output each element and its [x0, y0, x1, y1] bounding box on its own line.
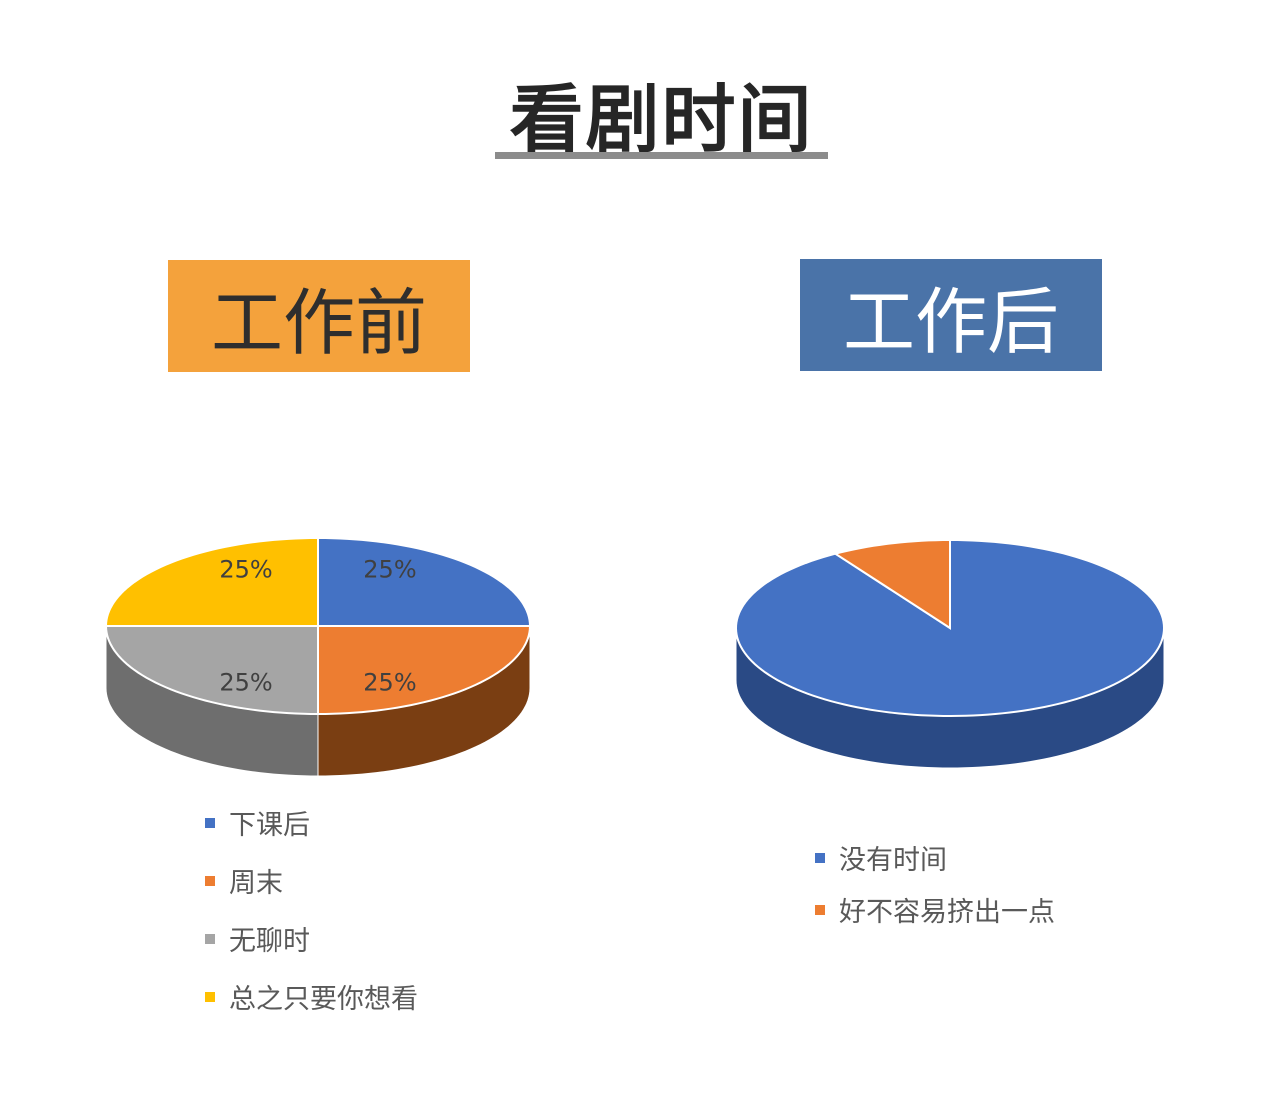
chart-title-before-work: 工作前 [168, 260, 470, 372]
legend-label: 无聊时 [229, 926, 310, 957]
data-label: 25% [219, 555, 272, 583]
legend-swatch [815, 852, 825, 863]
legend-swatch [205, 933, 215, 944]
pie-slice-1-1 [832, 538, 951, 630]
pie-slice-0-2 [104, 625, 319, 716]
legend-label: 好不容易挤出一点 [839, 897, 1055, 928]
legend-item: 下课后 [205, 803, 310, 842]
title-underline [495, 152, 828, 159]
legend-label: 没有时间 [839, 845, 947, 876]
legend-swatch [205, 875, 215, 886]
legend-item: 好不容易挤出一点 [815, 890, 1055, 929]
data-label: 25% [363, 669, 416, 697]
data-label: 25% [219, 669, 272, 697]
legend-swatch [205, 991, 215, 1002]
pie-slice-0-3 [104, 536, 319, 627]
legend-item: 总之只要你想看 [205, 977, 418, 1016]
legend-swatch [815, 904, 825, 915]
legend-swatch [205, 817, 215, 828]
legend-item: 无聊时 [205, 919, 310, 958]
page-title: 看剧时间 [509, 77, 814, 163]
legend-label: 总之只要你想看 [229, 984, 418, 1015]
chart-title-after-work: 工作后 [800, 259, 1102, 371]
data-label: 25% [363, 555, 416, 583]
legend-item: 没有时间 [815, 838, 947, 877]
legend-label: 周末 [229, 868, 283, 899]
legend-label: 下课后 [229, 810, 310, 841]
pie-slice-0-1 [317, 625, 532, 716]
pie-slice-0-0 [317, 536, 532, 627]
legend-item: 周末 [205, 861, 283, 900]
